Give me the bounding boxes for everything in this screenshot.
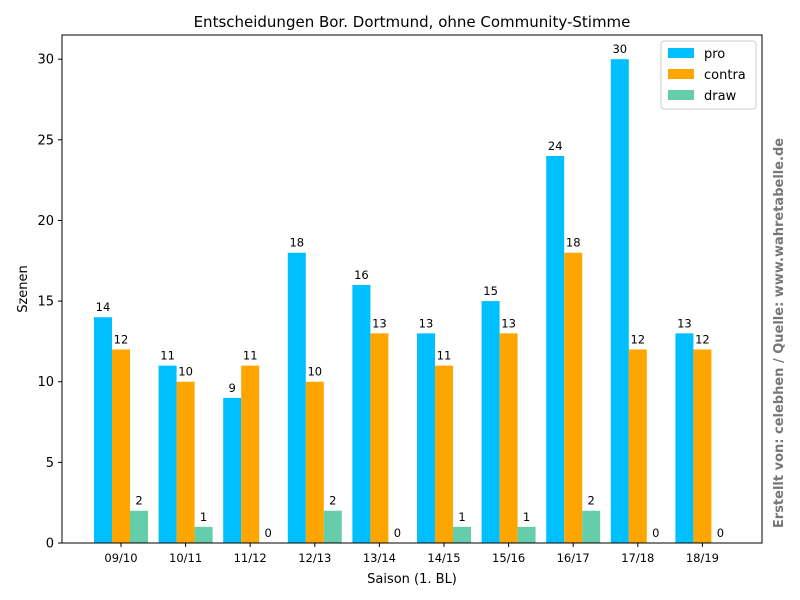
bar-value-label: 24 — [548, 139, 563, 153]
x-tick-label: 16/17 — [557, 551, 590, 565]
bar-value-label: 13 — [372, 316, 387, 330]
bar-value-label: 18 — [289, 236, 304, 250]
bar-value-label: 12 — [114, 332, 129, 346]
bar-draw — [194, 526, 213, 543]
legend-label-pro: pro — [704, 47, 725, 62]
bar-value-label: 18 — [566, 236, 581, 250]
x-tick-label: 12/13 — [298, 551, 331, 565]
bar-contra — [176, 381, 195, 543]
bar-contra — [241, 365, 260, 543]
bar-value-label: 2 — [329, 494, 336, 508]
bar-pro — [610, 59, 629, 543]
y-tick-label: 20 — [37, 214, 54, 229]
bar-pro — [223, 397, 242, 543]
bar-value-label: 12 — [695, 332, 710, 346]
bar-pro — [675, 333, 694, 543]
x-tick-label: 15/16 — [492, 551, 525, 565]
bar-value-label: 10 — [178, 365, 193, 379]
y-tick-label: 30 — [37, 53, 54, 68]
bar-value-label: 0 — [717, 526, 724, 540]
y-tick-label: 5 — [46, 456, 54, 471]
bar-value-label: 14 — [96, 300, 111, 314]
x-tick-label: 18/19 — [686, 551, 719, 565]
bar-pro — [417, 333, 435, 543]
bar-contra — [564, 252, 583, 543]
legend-swatch-pro — [668, 48, 694, 58]
bar-value-label: 30 — [612, 42, 627, 56]
y-tick-label: 15 — [37, 295, 54, 310]
bar-contra — [305, 381, 324, 543]
bar-value-label: 9 — [229, 381, 236, 395]
bar-value-label: 13 — [677, 316, 692, 330]
bar-value-label: 10 — [307, 365, 322, 379]
legend: pro contra draw — [660, 40, 757, 110]
bar-value-label: 1 — [200, 510, 207, 524]
bar-value-label: 0 — [652, 526, 659, 540]
bar-value-label: 16 — [354, 268, 369, 282]
bar-value-label: 12 — [630, 332, 645, 346]
legend-label-draw: draw — [704, 89, 737, 104]
bar-value-label: 11 — [160, 349, 175, 363]
bar-pro — [158, 365, 177, 543]
bar-value-label: 11 — [243, 349, 258, 363]
bar-value-label: 0 — [265, 526, 272, 540]
bar-value-label: 13 — [419, 316, 434, 330]
bar-contra — [693, 349, 712, 543]
bar-pro — [481, 301, 500, 543]
bar-pro — [352, 284, 371, 543]
y-tick-label: 10 — [37, 375, 54, 390]
x-tick-label: 13/14 — [363, 551, 396, 565]
x-tick-label: 14/15 — [427, 551, 460, 565]
bar-draw — [453, 526, 471, 543]
legend-swatch-draw — [668, 90, 694, 100]
y-tick-label: 25 — [37, 133, 54, 148]
bar-value-label: 13 — [501, 316, 516, 330]
bar-contra — [435, 365, 453, 543]
bar-contra — [370, 333, 389, 543]
bar-value-label: 15 — [483, 284, 498, 298]
bar-pro — [94, 317, 112, 543]
bar-draw — [130, 510, 148, 543]
bar-value-label: 11 — [437, 349, 452, 363]
bar-value-label: 0 — [394, 526, 401, 540]
x-tick-label: 10/11 — [169, 551, 202, 565]
chart-title: Entscheidungen Bor. Dortmund, ohne Commu… — [194, 13, 631, 31]
bar-value-label: 1 — [458, 510, 465, 524]
x-tick-label: 09/10 — [104, 551, 137, 565]
x-axis-label: Saison (1. BL) — [367, 572, 457, 587]
y-axis-label: Szenen — [16, 265, 31, 313]
legend-swatch-contra — [668, 69, 694, 79]
y-tick-label: 0 — [46, 537, 54, 552]
axes-frame — [61, 34, 763, 544]
bar-pro — [287, 252, 306, 543]
bar-contra — [112, 349, 130, 543]
bar-contra — [499, 333, 518, 543]
watermark: Erstellt von: celebhen / Quelle: www.wah… — [772, 138, 787, 528]
bar-draw — [517, 526, 536, 543]
bar-value-label: 2 — [135, 494, 142, 508]
x-tick-label: 11/12 — [234, 551, 267, 565]
bar-draw — [323, 510, 342, 543]
bar-value-label: 2 — [588, 494, 595, 508]
legend-label-contra: contra — [704, 68, 746, 83]
bar-draw — [582, 510, 601, 543]
bar-value-label: 1 — [523, 510, 530, 524]
bar-contra — [628, 349, 647, 543]
x-tick-label: 17/18 — [621, 551, 654, 565]
bar-pro — [546, 155, 565, 543]
